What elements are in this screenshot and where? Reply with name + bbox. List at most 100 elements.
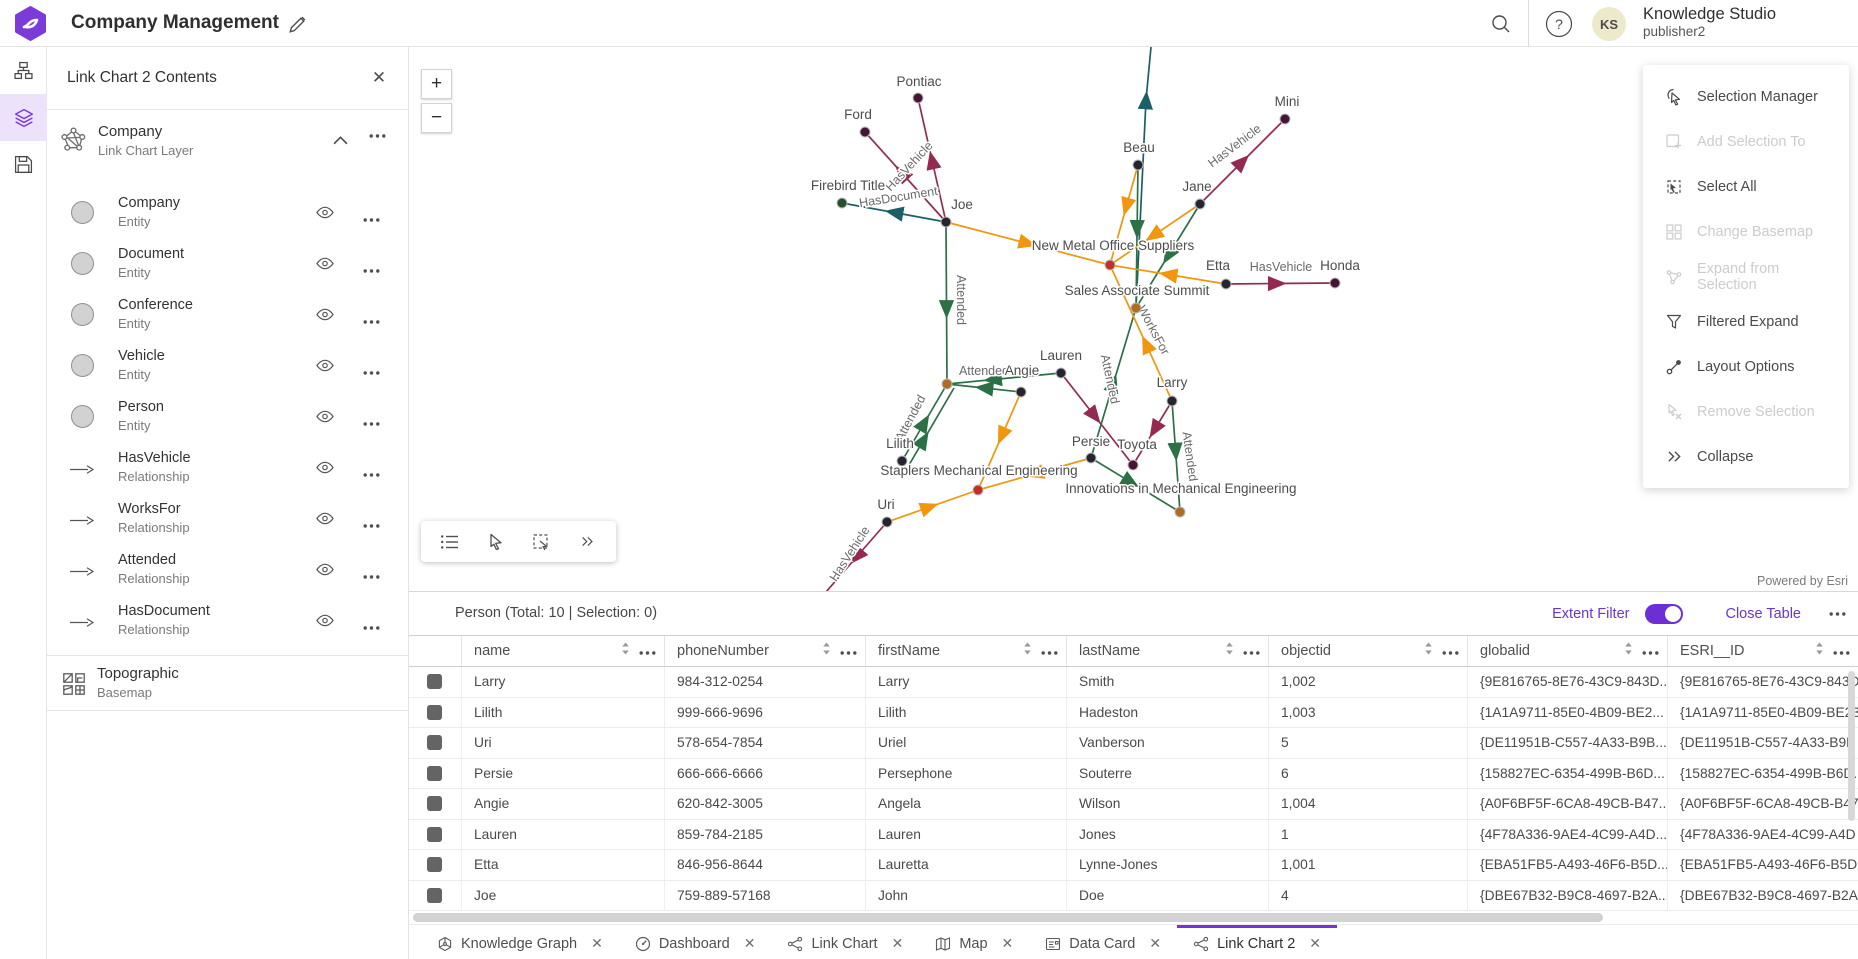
- row-checkbox[interactable]: [427, 826, 442, 842]
- sort-icon[interactable]: [1023, 642, 1032, 660]
- tab-data-card[interactable]: Data Card ✕: [1029, 925, 1177, 959]
- table-options-icon[interactable]: [1829, 611, 1846, 616]
- tab-close-icon[interactable]: ✕: [1149, 935, 1162, 951]
- tab-close-icon[interactable]: ✕: [743, 935, 756, 951]
- close-table-button[interactable]: Close Table: [1725, 605, 1801, 622]
- list-icon[interactable]: [432, 525, 468, 559]
- layer-options-icon[interactable]: [369, 134, 386, 138]
- visibility-eye-icon[interactable]: [316, 461, 334, 479]
- link-chart-layer-row[interactable]: Company Link Chart Layer: [47, 110, 408, 176]
- help-icon[interactable]: ?: [1542, 7, 1576, 41]
- row-checkbox[interactable]: [427, 735, 442, 751]
- tab-close-icon[interactable]: ✕: [1001, 935, 1014, 951]
- node-jane[interactable]: [1194, 198, 1206, 210]
- column-menu-icon[interactable]: [1642, 642, 1659, 660]
- node-persie[interactable]: [1085, 452, 1097, 464]
- node-larry[interactable]: [1166, 395, 1178, 407]
- node-firebird[interactable]: [836, 197, 848, 209]
- item-options-icon[interactable]: [363, 464, 380, 482]
- visibility-eye-icon[interactable]: [316, 410, 334, 428]
- extent-filter-label[interactable]: Extent Filter: [1552, 605, 1630, 622]
- edge-HasVehicle-larry-toyota[interactable]: [1132, 400, 1173, 466]
- column-menu-icon[interactable]: [1243, 642, 1260, 660]
- edge-HasVehicle-jane-mini[interactable]: [1199, 118, 1286, 205]
- menu-item-collapse[interactable]: Collapse: [1643, 434, 1849, 479]
- sort-icon[interactable]: [1624, 642, 1633, 660]
- user-avatar[interactable]: KS: [1592, 7, 1626, 41]
- table-row[interactable]: Etta 846-956-8644 Lauretta Lynne-Jones 1,001…: [409, 850, 1858, 881]
- row-checkbox[interactable]: [427, 887, 442, 903]
- edge-WorksFor-persie-staplers[interactable]: [977, 457, 1092, 491]
- layers-icon[interactable]: [0, 94, 47, 141]
- layer-item-hasvehicle[interactable]: HasVehicle Relationship: [47, 442, 408, 493]
- node-staplers[interactable]: [972, 484, 984, 496]
- visibility-eye-icon[interactable]: [316, 308, 334, 326]
- column-header-name[interactable]: name: [461, 636, 664, 666]
- tab-knowledge-graph[interactable]: Knowledge Graph ✕: [421, 925, 619, 959]
- sort-icon[interactable]: [1815, 642, 1824, 660]
- edge-Attended-beau-sas[interactable]: [1129, 164, 1145, 309]
- item-options-icon[interactable]: [363, 515, 380, 533]
- sort-icon[interactable]: [1424, 642, 1433, 660]
- column-header-lastName[interactable]: lastName: [1066, 636, 1268, 666]
- node-ford[interactable]: [859, 126, 871, 138]
- tab-link-chart[interactable]: Link Chart ✕: [771, 925, 919, 959]
- link-chart-graph[interactable]: HasVehicle HasVehicleHasVehicleHasVehicle…: [409, 47, 1858, 592]
- edge-Attended-larry-innovations[interactable]: [1167, 400, 1183, 513]
- menu-item-filtered-expand[interactable]: Filtered Expand: [1643, 299, 1849, 344]
- chevron-up-icon[interactable]: [333, 132, 348, 150]
- table-row[interactable]: Lauren 859-784-2185 Lauren Jones 1 {4F78A336-…: [409, 819, 1858, 850]
- tab-close-icon[interactable]: ✕: [1309, 935, 1322, 951]
- layer-item-company[interactable]: Company Entity: [47, 187, 408, 238]
- node-conf2[interactable]: [941, 378, 953, 390]
- edge-HasVehicle-uri-off-bl[interactable]: [825, 521, 888, 592]
- table-row[interactable]: Larry 984-312-0254 Larry Smith 1,002 {9E81676…: [409, 667, 1858, 698]
- item-options-icon[interactable]: [363, 566, 380, 584]
- node-etta[interactable]: [1220, 278, 1232, 290]
- column-menu-icon[interactable]: [1442, 642, 1459, 660]
- node-joe[interactable]: [940, 216, 952, 228]
- column-header-globalid[interactable]: globalid: [1467, 636, 1667, 666]
- column-header-phoneNumber[interactable]: phoneNumber: [664, 636, 865, 666]
- table-row[interactable]: Lilith 999-666-9696 Lilith Hadeston 1,003 {1A…: [409, 697, 1858, 728]
- column-header-ESRI__ID[interactable]: ESRI__ID: [1667, 636, 1858, 666]
- tab-close-icon[interactable]: ✕: [891, 935, 904, 951]
- app-logo-icon[interactable]: [13, 6, 48, 41]
- layer-item-conference[interactable]: Conference Entity: [47, 289, 408, 340]
- row-checkbox[interactable]: [427, 674, 442, 690]
- layer-item-attended[interactable]: Attended Relationship: [47, 544, 408, 595]
- edge-Attended-lilith-conf2[interactable]: [901, 383, 948, 462]
- node-nmos[interactable]: [1104, 259, 1116, 271]
- visibility-eye-icon[interactable]: [316, 512, 334, 530]
- menu-item-selection-manager[interactable]: Selection Manager: [1643, 74, 1849, 119]
- chevrons-right-icon[interactable]: [569, 525, 605, 559]
- menu-item-layout-options[interactable]: Layout Options: [1643, 344, 1849, 389]
- item-options-icon[interactable]: [363, 617, 380, 635]
- item-options-icon[interactable]: [363, 362, 380, 380]
- visibility-eye-icon[interactable]: [316, 614, 334, 632]
- edge-WorksFor-larry-nmos[interactable]: [1109, 264, 1173, 402]
- edge-WorksFor-jane-nmos[interactable]: [1109, 203, 1201, 266]
- table-row[interactable]: Uri 578-654-7854 Uriel Vanberson 5 {DE11951B-…: [409, 728, 1858, 759]
- node-toyota[interactable]: [1127, 459, 1139, 471]
- node-sas[interactable]: [1130, 302, 1142, 314]
- edge-Attended-lauren-conf2[interactable]: [946, 371, 1062, 387]
- sort-icon[interactable]: [1225, 642, 1234, 660]
- node-mini[interactable]: [1279, 113, 1291, 125]
- edge-WorksFor-beau-nmos[interactable]: [1109, 164, 1139, 266]
- sort-icon[interactable]: [621, 642, 630, 660]
- edge-HasVehicle-lauren-toyota[interactable]: [1060, 372, 1134, 466]
- node-pontiac[interactable]: [912, 92, 924, 104]
- node-innovations[interactable]: [1174, 506, 1186, 518]
- table-row[interactable]: Persie 666-666-6666 Persephone Souterre 6 {15…: [409, 758, 1858, 789]
- extent-filter-toggle[interactable]: [1645, 603, 1684, 624]
- tab-close-icon[interactable]: ✕: [591, 935, 603, 951]
- link-chart-canvas[interactable]: HasVehicle HasVehicle HasVehicle HasVehicle…: [409, 47, 1858, 592]
- cursor-icon[interactable]: [478, 525, 514, 559]
- edge-Attended-joe-conf2[interactable]: [938, 221, 955, 385]
- column-header-objectid[interactable]: objectid: [1268, 636, 1467, 666]
- visibility-eye-icon[interactable]: [316, 257, 334, 275]
- edge-HasVehicle-joe-ford[interactable]: [864, 131, 947, 223]
- edge-Attended-angie-conf2[interactable]: [946, 381, 1022, 397]
- node-lauren[interactable]: [1055, 367, 1067, 379]
